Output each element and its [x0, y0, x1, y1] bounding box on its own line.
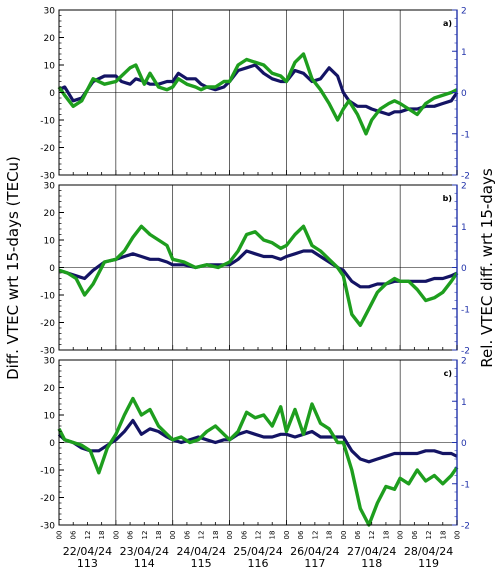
panel-tag: a): [443, 19, 452, 28]
y-tick-label: 10: [44, 412, 56, 422]
date-label: 24/04/24: [176, 545, 225, 558]
y-tick-label: -20: [40, 144, 55, 154]
hour-tick-label: 06: [297, 530, 305, 539]
y2-tick-label: -1: [461, 480, 470, 490]
hour-tick-label: 06: [183, 530, 191, 539]
date-label: 28/04/24: [404, 545, 453, 558]
y2-tick-label: -2: [461, 347, 470, 357]
hour-tick-label: 00: [454, 531, 462, 540]
doy-label: 116: [248, 557, 269, 568]
hour-tick-label: 00: [226, 531, 234, 540]
y-tick-label: -10: [40, 467, 55, 477]
date-label: 22/04/24: [63, 545, 112, 558]
y2-tick-label: 1: [461, 398, 467, 408]
doy-label: 113: [77, 557, 98, 568]
hour-tick-label: 12: [255, 531, 263, 540]
date-label: 23/04/24: [120, 545, 169, 558]
hour-tick-label: 00: [56, 531, 64, 540]
y-tick-label: 20: [44, 34, 56, 44]
hour-tick-label: 18: [382, 531, 390, 540]
y2-tick-label: -1: [461, 305, 470, 315]
y-tick-label: 0: [49, 89, 55, 99]
y2-tick-label: 1: [461, 223, 467, 233]
hour-tick-label: 18: [326, 531, 334, 540]
y-tick-label: -20: [40, 319, 55, 329]
y-tick-label: -20: [40, 494, 55, 504]
hour-tick-label: 12: [311, 531, 319, 540]
hour-tick-label: 06: [240, 530, 248, 539]
hour-tick-label: 12: [84, 531, 92, 540]
date-label: 25/04/24: [233, 545, 282, 558]
hour-tick-label: 12: [198, 531, 206, 540]
y-tick-label: 30: [44, 7, 56, 17]
chart-panels: -30-20-100102030-2-1012a)-30-20-10010203…: [40, 7, 470, 532]
hour-tick-label: 06: [411, 530, 419, 539]
hour-tick-label: 18: [269, 531, 277, 540]
right-axis-title: Rel. VTEC diff. wrt 15-days: [478, 168, 496, 368]
doy-label: 118: [361, 557, 382, 568]
hour-tick-label: 12: [141, 531, 149, 540]
hour-tick-label: 18: [212, 531, 220, 540]
y-tick-label: 0: [49, 439, 55, 449]
series-line-1: [58, 63, 459, 117]
y-tick-label: 20: [44, 209, 56, 219]
hour-tick-label: 18: [98, 531, 106, 540]
left-axis-title: Diff. VTEC wrt 15-days (TECu): [4, 156, 22, 380]
y-tick-label: -30: [40, 172, 55, 182]
hour-tick-label: 12: [425, 531, 433, 540]
y2-tick-label: 2: [461, 357, 467, 367]
hour-tick-label: 06: [127, 530, 135, 539]
y2-tick-label: -1: [461, 130, 470, 140]
y-tick-label: -10: [40, 292, 55, 302]
hour-tick-label: 00: [397, 531, 405, 540]
hour-tick-label: 00: [283, 531, 291, 540]
y2-tick-label: -2: [461, 522, 470, 532]
hour-tick-label: 06: [70, 530, 78, 539]
y2-tick-label: -2: [461, 172, 470, 182]
series-line-2: [57, 52, 458, 136]
hour-tick-label: 18: [155, 531, 163, 540]
hour-tick-label: 00: [340, 531, 348, 540]
series-line-2: [58, 224, 459, 327]
y-tick-label: -30: [40, 522, 55, 532]
y-tick-label: -30: [40, 347, 55, 357]
y2-tick-label: 2: [461, 7, 467, 17]
series-line-2: [57, 396, 459, 527]
y2-tick-label: 0: [461, 89, 467, 99]
doy-label: 117: [304, 557, 325, 568]
hour-tick-label: 00: [112, 531, 120, 540]
date-label: 27/04/24: [347, 545, 396, 558]
doy-label: 119: [418, 557, 439, 568]
y-tick-label: 10: [44, 62, 56, 72]
y2-tick-label: 0: [461, 439, 467, 449]
y-tick-label: -10: [40, 117, 55, 127]
hour-tick-label: 06: [354, 530, 362, 539]
y-tick-label: 10: [44, 237, 56, 247]
hour-tick-label: 12: [368, 531, 376, 540]
y2-tick-label: 0: [461, 264, 467, 274]
y-tick-label: 30: [44, 182, 56, 192]
y-tick-label: 20: [44, 384, 56, 394]
doy-label: 114: [134, 557, 155, 568]
panel-tag: c): [444, 369, 452, 378]
y2-tick-label: 2: [461, 182, 467, 192]
hour-tick-label: 00: [169, 531, 177, 540]
hour-tick-label: 18: [439, 531, 447, 540]
date-label: 26/04/24: [290, 545, 339, 558]
y2-tick-label: 1: [461, 48, 467, 58]
y-tick-label: 0: [49, 264, 55, 274]
x-axis: 00 06 12 18 00 06 12 18 00 06 12 18 00 06 12 18 00 06 12 18…: [56, 530, 462, 568]
panel-tag: b): [443, 194, 452, 203]
y-tick-label: 30: [44, 357, 56, 367]
series-line-1: [57, 418, 458, 464]
doy-label: 115: [191, 557, 212, 568]
